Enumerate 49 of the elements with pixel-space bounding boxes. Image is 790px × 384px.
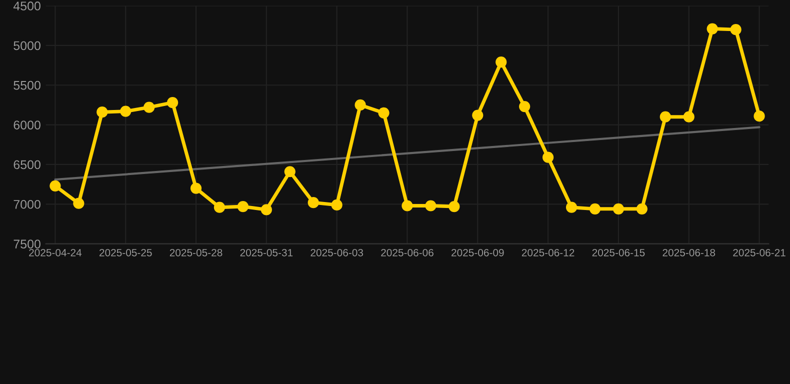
point xyxy=(73,198,84,209)
point xyxy=(378,107,390,118)
point xyxy=(402,200,413,212)
point xyxy=(496,56,507,68)
point xyxy=(612,203,624,214)
x-tick-label: 2025-04-24 xyxy=(29,248,82,256)
y-tick-label: 4500 xyxy=(13,2,40,10)
x-tick-label: 2025-06-21 xyxy=(733,248,786,256)
y-tick-label: 6000 xyxy=(14,120,40,130)
point xyxy=(706,23,718,34)
point xyxy=(542,152,554,163)
x-tick-label: 2025-05-31 xyxy=(240,248,293,256)
x-tick-label: 2025-06-18 xyxy=(662,248,716,256)
x-tick-label: 2025-05-28 xyxy=(170,248,222,256)
point xyxy=(96,106,108,118)
y-tick-label: 7000 xyxy=(14,200,40,209)
point xyxy=(425,200,436,212)
point xyxy=(308,197,319,208)
y-tick-label: 5500 xyxy=(14,80,40,90)
x-tick-label: 2025-06-09 xyxy=(452,248,504,256)
point xyxy=(237,200,249,212)
point xyxy=(144,102,155,113)
point xyxy=(260,204,272,216)
point xyxy=(754,110,765,122)
x-tick-label: 2025-06-06 xyxy=(381,248,434,256)
point xyxy=(566,202,578,213)
point xyxy=(448,200,460,212)
x-tick-label: 2025-06-03 xyxy=(310,248,364,256)
point xyxy=(636,203,648,214)
point xyxy=(50,180,61,192)
x-tick-label: 2025-05-25 xyxy=(100,248,152,256)
point xyxy=(660,111,671,122)
point xyxy=(190,182,202,194)
point xyxy=(472,110,484,121)
point xyxy=(683,111,694,122)
point xyxy=(166,97,178,108)
point xyxy=(214,202,226,213)
y-tick-label: 7500 xyxy=(14,240,40,248)
point xyxy=(730,24,742,36)
point xyxy=(589,203,601,214)
y-tick-label: 5000 xyxy=(14,41,40,50)
point xyxy=(354,99,366,111)
point xyxy=(519,100,530,112)
x-tick-label: 2025-06-12 xyxy=(522,248,574,256)
y-tick-label: 6500 xyxy=(14,160,40,170)
point xyxy=(284,166,296,178)
point xyxy=(120,106,132,117)
x-tick-label: 2025-06-15 xyxy=(592,248,645,256)
point xyxy=(331,199,342,211)
